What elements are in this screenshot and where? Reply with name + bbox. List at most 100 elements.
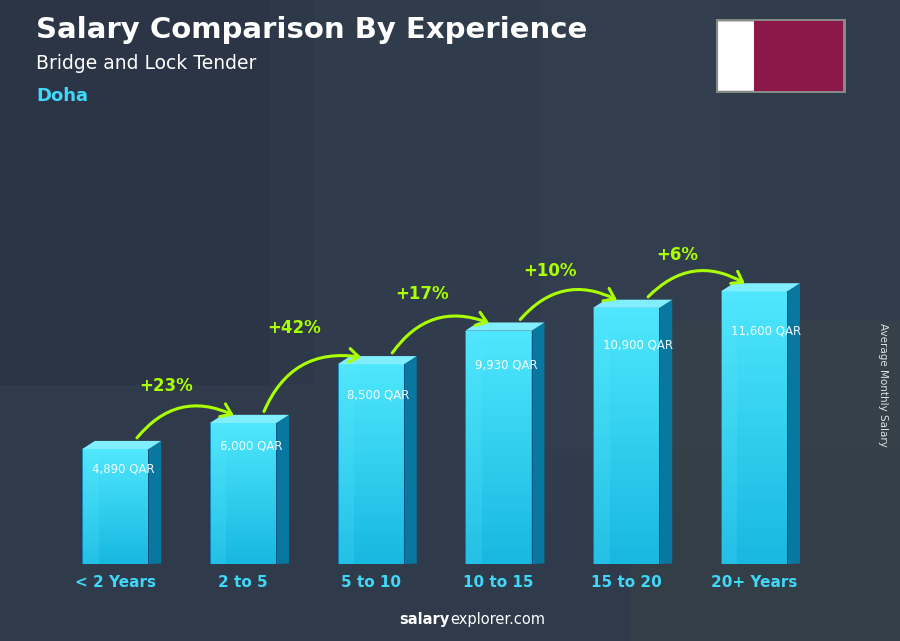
- Polygon shape: [82, 461, 148, 465]
- Polygon shape: [743, 76, 754, 83]
- Polygon shape: [532, 322, 544, 564]
- Polygon shape: [721, 410, 788, 419]
- Polygon shape: [210, 437, 276, 442]
- Polygon shape: [210, 423, 276, 428]
- Bar: [754, 21, 843, 91]
- Text: 6,000 QAR: 6,000 QAR: [220, 440, 283, 453]
- Polygon shape: [465, 549, 532, 556]
- Polygon shape: [721, 519, 788, 528]
- Polygon shape: [82, 537, 148, 541]
- Polygon shape: [210, 545, 276, 550]
- FancyBboxPatch shape: [712, 16, 850, 96]
- Bar: [0, 0, 315, 385]
- FancyArrowPatch shape: [137, 404, 231, 438]
- Text: salary: salary: [400, 612, 450, 627]
- Polygon shape: [82, 495, 148, 499]
- Polygon shape: [593, 453, 660, 462]
- Polygon shape: [465, 463, 532, 470]
- Polygon shape: [593, 504, 660, 513]
- Polygon shape: [465, 447, 532, 455]
- Polygon shape: [338, 444, 404, 451]
- Polygon shape: [743, 68, 754, 76]
- Text: +10%: +10%: [523, 262, 577, 280]
- Polygon shape: [465, 525, 532, 533]
- Polygon shape: [593, 317, 660, 325]
- Polygon shape: [465, 354, 532, 362]
- Bar: [630, 320, 900, 641]
- Polygon shape: [82, 465, 148, 469]
- Polygon shape: [593, 513, 660, 521]
- Polygon shape: [210, 447, 276, 451]
- Text: +42%: +42%: [267, 319, 321, 337]
- Text: Doha: Doha: [36, 87, 88, 104]
- Polygon shape: [721, 382, 788, 392]
- Polygon shape: [82, 449, 99, 564]
- Polygon shape: [338, 531, 404, 537]
- Polygon shape: [465, 502, 532, 510]
- Polygon shape: [465, 478, 532, 487]
- Polygon shape: [721, 419, 788, 428]
- Polygon shape: [338, 544, 404, 551]
- Polygon shape: [593, 410, 660, 419]
- Polygon shape: [338, 417, 404, 424]
- Polygon shape: [210, 475, 276, 479]
- Polygon shape: [82, 506, 148, 510]
- Polygon shape: [465, 362, 532, 370]
- Text: explorer.com: explorer.com: [450, 612, 545, 627]
- Polygon shape: [593, 351, 660, 359]
- Polygon shape: [276, 415, 289, 564]
- Polygon shape: [721, 301, 788, 310]
- Polygon shape: [210, 442, 276, 447]
- Polygon shape: [338, 431, 404, 438]
- Polygon shape: [743, 21, 754, 29]
- Bar: [270, 0, 720, 513]
- Polygon shape: [721, 510, 788, 519]
- Polygon shape: [593, 556, 660, 564]
- Bar: [540, 0, 900, 449]
- Polygon shape: [593, 342, 660, 351]
- Polygon shape: [593, 333, 660, 342]
- Polygon shape: [338, 391, 404, 397]
- Polygon shape: [593, 530, 660, 538]
- Polygon shape: [593, 359, 660, 368]
- FancyArrowPatch shape: [648, 271, 742, 297]
- Polygon shape: [210, 415, 289, 423]
- FancyArrowPatch shape: [264, 349, 359, 412]
- Polygon shape: [721, 546, 788, 555]
- Polygon shape: [82, 526, 148, 529]
- Polygon shape: [721, 492, 788, 501]
- Polygon shape: [338, 458, 404, 464]
- Polygon shape: [210, 423, 227, 564]
- Polygon shape: [338, 438, 404, 444]
- Polygon shape: [82, 518, 148, 522]
- Polygon shape: [593, 538, 660, 547]
- Polygon shape: [82, 549, 148, 553]
- Polygon shape: [593, 308, 609, 564]
- Polygon shape: [210, 560, 276, 564]
- Polygon shape: [82, 499, 148, 503]
- Text: 10,900 QAR: 10,900 QAR: [603, 338, 673, 352]
- Polygon shape: [338, 471, 404, 478]
- Text: Bridge and Lock Tender: Bridge and Lock Tender: [36, 54, 256, 74]
- Text: +17%: +17%: [395, 285, 449, 303]
- Polygon shape: [82, 480, 148, 483]
- Polygon shape: [82, 441, 161, 449]
- Polygon shape: [338, 364, 404, 371]
- Polygon shape: [82, 453, 148, 457]
- Polygon shape: [82, 560, 148, 564]
- Polygon shape: [82, 556, 148, 560]
- Polygon shape: [788, 283, 800, 564]
- Text: Salary Comparison By Experience: Salary Comparison By Experience: [36, 16, 587, 44]
- Polygon shape: [593, 487, 660, 495]
- Polygon shape: [465, 440, 532, 447]
- Polygon shape: [82, 541, 148, 545]
- Polygon shape: [721, 464, 788, 473]
- Polygon shape: [82, 472, 148, 476]
- Polygon shape: [210, 484, 276, 489]
- Polygon shape: [338, 384, 404, 391]
- Polygon shape: [721, 473, 788, 482]
- Polygon shape: [338, 451, 404, 458]
- Polygon shape: [465, 338, 532, 346]
- Polygon shape: [721, 537, 788, 546]
- Polygon shape: [338, 558, 404, 564]
